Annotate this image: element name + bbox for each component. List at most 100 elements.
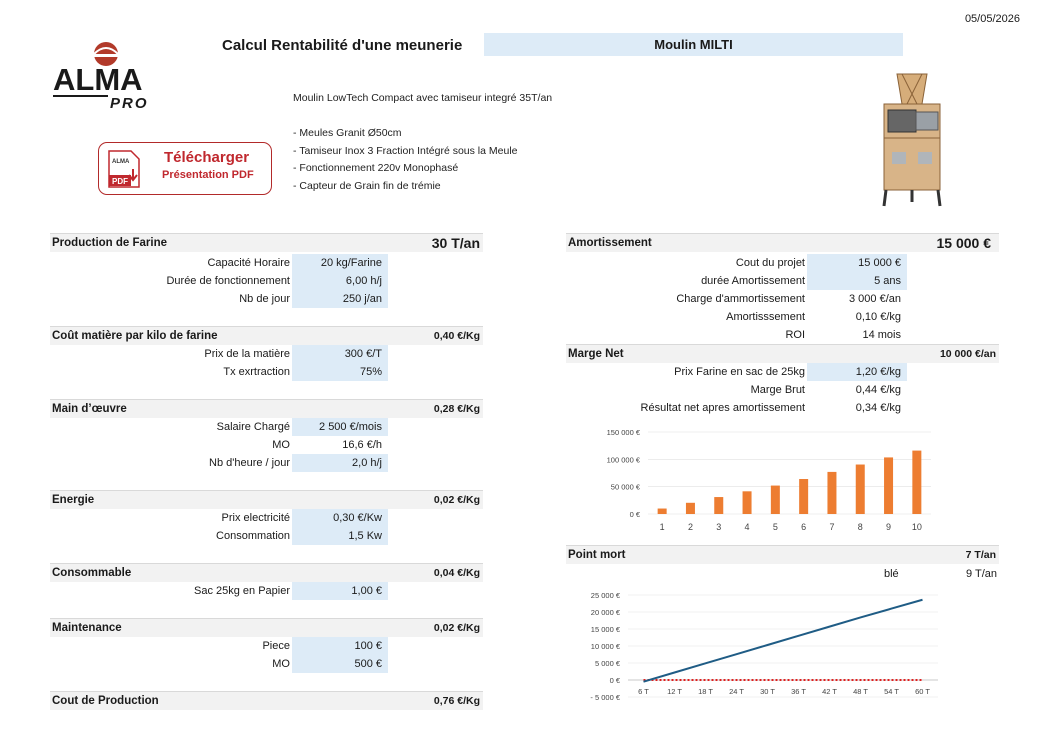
row-label: Charge d'ammortissement — [676, 293, 805, 305]
labor-section-header: Main d’œuvre 0,28 €/Kg — [50, 399, 483, 418]
y-tick-label: 100 000 € — [607, 455, 641, 464]
net-result-value: 0,34 €/kg — [855, 402, 901, 414]
roi-value: 14 mois — [862, 329, 901, 341]
wheat-label: blé — [884, 568, 899, 580]
x-tick-label: 4 — [745, 522, 750, 532]
machine-image — [872, 72, 952, 212]
electricity-price-input[interactable]: 0,30 €/Kw — [292, 509, 388, 527]
row-label: Prix Farine en sac de 25kg — [674, 366, 805, 378]
feature-item: - Tamiseur Inox 3 Fraction Intégré sous … — [293, 145, 518, 157]
capacity-input[interactable]: 20 kg/Farine — [292, 254, 388, 272]
bar — [827, 471, 837, 514]
logo-emblem-icon: ALMA PRO — [53, 42, 147, 112]
gross-margin-value: 0,44 €/kg — [855, 384, 901, 396]
depreciation-charge-value: 3 000 €/an — [849, 293, 901, 305]
x-tick-label: 54 T — [884, 687, 899, 696]
machine-description: Moulin LowTech Compact avec tamiseur int… — [293, 92, 553, 104]
material-cost-section-header: Coût matière par kilo de farine 0,40 €/K… — [50, 326, 483, 345]
row-label: Tx exrtraction — [223, 366, 290, 378]
x-tick-label: 48 T — [853, 687, 868, 696]
duration-input[interactable]: 6,00 h/j — [292, 272, 388, 290]
bar — [884, 457, 894, 514]
bar — [685, 502, 695, 514]
download-pdf-button[interactable]: ALMA PDF Télécharger Présentation PDF — [98, 142, 272, 195]
y-tick-label: 5 000 € — [595, 659, 621, 668]
section-label: Production de Farine — [52, 237, 168, 249]
production-cost-section-header: Cout de Production 0,76 €/Kg — [50, 691, 483, 710]
section-label: Consommable — [52, 567, 132, 579]
y-tick-label: 15 000 € — [591, 625, 621, 634]
feature-item: - Capteur de Grain fin de trémie — [293, 180, 441, 192]
row-label: Consommation — [216, 530, 290, 542]
feature-item: - Meules Granit Ø50cm — [293, 127, 402, 139]
row-label: Nb d'heure / jour — [209, 457, 290, 469]
days-input[interactable]: 250 j/an — [292, 290, 388, 308]
depreciation-per-kg-value: 0,10 €/kg — [855, 311, 901, 323]
section-value: 30 T/an — [431, 235, 480, 251]
material-price-input[interactable]: 300 €/T — [292, 345, 388, 363]
row-label: ROI — [785, 329, 805, 341]
row-label: durée Amortissement — [701, 275, 805, 287]
bar — [912, 450, 922, 514]
salary-input[interactable]: 2 500 €/mois — [292, 418, 388, 436]
result-series-line — [643, 598, 923, 683]
x-tick-label: 9 — [886, 522, 891, 532]
x-tick-label: 10 — [912, 522, 922, 532]
bar — [770, 485, 780, 514]
x-tick-label: 24 T — [729, 687, 744, 696]
row-label: Résultat net apres amortissement — [640, 402, 805, 414]
svg-text:PDF: PDF — [112, 177, 128, 186]
row-label: Marge Brut — [750, 384, 805, 396]
row-label: Piece — [262, 640, 290, 652]
pdf-button-label: Télécharger — [164, 149, 250, 166]
row-label: Amortisssement — [726, 311, 805, 323]
y-tick-label: 25 000 € — [591, 591, 621, 600]
y-tick-label: 10 000 € — [591, 642, 621, 651]
section-value: 7 T/an — [965, 549, 996, 561]
net-margin-section-header: Marge Net 10 000 €/an — [566, 344, 999, 363]
x-tick-label: 12 T — [667, 687, 682, 696]
hours-input[interactable]: 2,0 h/j — [292, 454, 388, 472]
consumption-input[interactable]: 1,5 Kw — [292, 527, 388, 545]
parts-input[interactable]: 100 € — [292, 637, 388, 655]
section-label: Energie — [52, 494, 95, 506]
bag-price-input[interactable]: 1,00 € — [292, 582, 388, 600]
row-label: Cout du projet — [735, 257, 805, 269]
x-tick-label: 2 — [688, 522, 693, 532]
maintenance-labor-input[interactable]: 500 € — [292, 655, 388, 673]
page-title: Calcul Rentabilité d'une meunerie — [222, 37, 463, 54]
row-label: Capacité Horaire — [207, 257, 290, 269]
y-tick-label: 150 000 € — [607, 428, 641, 437]
bar — [657, 508, 667, 514]
feature-item: - Fonctionnement 220v Monophasé — [293, 162, 459, 174]
row-label: Prix de la matière — [204, 348, 290, 360]
row-label: MO — [272, 658, 290, 670]
x-tick-label: 42 T — [822, 687, 837, 696]
section-value: 0,04 €/Kg — [433, 567, 480, 579]
row-label: MO — [272, 439, 290, 451]
section-value: 0,40 €/Kg — [433, 330, 480, 342]
depreciation-duration-input[interactable]: 5 ans — [807, 272, 907, 290]
bar — [742, 491, 752, 514]
row-label: Sac 25kg en Papier — [193, 585, 290, 597]
section-label: Amortissement — [568, 237, 652, 249]
break-even-line-chart: 25 000 € 20 000 € 15 000 € 10 000 € 5 000 € 0… — [590, 591, 938, 702]
maintenance-section-header: Maintenance 0,02 €/Kg — [50, 618, 483, 637]
flour-price-input[interactable]: 1,20 €/kg — [807, 363, 907, 381]
extraction-rate-input[interactable]: 75% — [292, 363, 388, 381]
x-tick-label: 18 T — [698, 687, 713, 696]
section-label: Maintenance — [52, 622, 122, 634]
depreciation-section-header: Amortissement 15 000 € — [566, 233, 999, 252]
section-label: Point mort — [568, 549, 626, 561]
x-tick-label: 1 — [660, 522, 665, 532]
section-value: 0,02 €/Kg — [433, 494, 480, 506]
x-tick-label: 3 — [716, 522, 721, 532]
x-tick-label: 8 — [858, 522, 863, 532]
section-value: 10 000 €/an — [939, 348, 996, 360]
pdf-file-icon: ALMA PDF — [108, 150, 140, 188]
project-cost-input[interactable]: 15 000 € — [807, 254, 907, 272]
mo-rate-value: 16,6 €/h — [342, 439, 382, 451]
bar — [855, 464, 865, 514]
x-tick-label: 30 T — [760, 687, 775, 696]
row-label: Nb de jour — [239, 293, 290, 305]
